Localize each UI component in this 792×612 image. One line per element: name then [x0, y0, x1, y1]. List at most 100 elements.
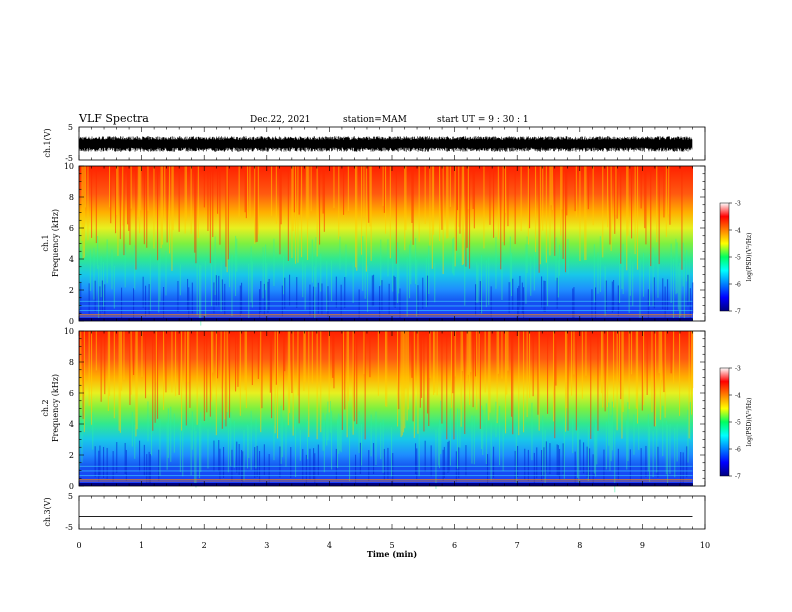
spectrogram-streak [99, 286, 101, 318]
spectrogram-streak [167, 408, 169, 458]
spectrogram-streak [255, 166, 257, 243]
spectrogram-streak [457, 166, 459, 211]
spectrogram-streak [502, 429, 504, 472]
spectrogram-streak [670, 331, 672, 374]
spectrogram-streak [368, 166, 370, 223]
spectrogram-streak [203, 166, 205, 208]
spectrogram-streak [311, 239, 313, 283]
spectrogram-streak [189, 331, 191, 408]
spectrogram-streak [159, 249, 161, 302]
spectrogram-streak [317, 282, 319, 314]
spectrogram-streak [247, 166, 249, 219]
spectrogram-streak [635, 331, 637, 409]
spectrogram-streak [284, 331, 286, 372]
x-tick-label: 1 [139, 541, 144, 550]
spectrogram-streak [94, 446, 96, 478]
spectrogram-streak [291, 331, 293, 394]
spectrogram-streak [454, 331, 456, 377]
spectrogram-streak [364, 258, 366, 299]
spectrogram-streak [527, 166, 529, 245]
spectrogram-streak [147, 401, 149, 442]
spectrogram-streak [224, 331, 226, 420]
spectrogram-streak [177, 280, 179, 312]
spectrogram-streak [411, 331, 413, 378]
spectrogram-streak [335, 448, 337, 480]
spectrogram-streak [688, 331, 690, 439]
spectrogram-streak [430, 445, 432, 477]
spectrogram-streak [493, 166, 495, 238]
spectrogram-streak [621, 252, 623, 289]
spectrogram-streak [265, 244, 267, 290]
spectrogram-streak [427, 275, 429, 307]
spectrogram-streak [329, 401, 331, 433]
spectrogram-streak [541, 450, 543, 482]
spectrogram-streak [91, 166, 93, 238]
spectrogram-streak [547, 331, 549, 414]
spectrogram-streak [620, 331, 622, 400]
spectrogram-streak [505, 166, 507, 214]
spectrogram-streak [479, 281, 481, 313]
spectrogram-streak [663, 331, 665, 393]
spectrogram-streak [627, 166, 629, 236]
spectrogram-streak [363, 331, 365, 375]
header-start-time: start UT = 9 : 30 : 1 [437, 115, 529, 125]
spectrogram-streak [209, 331, 211, 417]
spectrogram-streak [242, 451, 244, 483]
spectrogram-streak [441, 166, 443, 230]
spectrogram-streak [521, 282, 523, 314]
spectrogram-ch2-streaks [79, 331, 694, 493]
spectrogram-band-line [79, 475, 693, 477]
spectrogram-streak [163, 287, 165, 319]
spectrogram-streak [397, 242, 399, 303]
spectrogram-streak [656, 418, 658, 473]
y-tick-label: 4 [69, 420, 74, 429]
spectrogram-streak [674, 427, 676, 478]
spectrogram-streak [509, 236, 511, 282]
spectrogram-streak [653, 331, 655, 427]
spectrogram-streak [381, 280, 383, 312]
spectrogram-streak [323, 421, 325, 473]
spectrogram-streak [81, 166, 83, 241]
spectrogram-streak [260, 281, 262, 313]
spectrogram-streak [537, 331, 539, 415]
spectrogram-streak [227, 166, 229, 260]
spectrogram-streak [107, 331, 109, 411]
spectrogram-streak [605, 421, 607, 470]
spectrogram-streak [369, 166, 371, 227]
spectrogram-streak [106, 447, 108, 479]
spectrogram-streak [585, 166, 587, 260]
spectrogram-streak [200, 264, 202, 326]
spectrogram-streak [322, 412, 324, 451]
spectrogram-streak [355, 454, 357, 486]
spectrogram-streak [297, 331, 299, 396]
spectrogram-streak [392, 257, 394, 292]
spectrogram-streak [157, 166, 159, 261]
spectrogram-streak [185, 166, 187, 221]
spectrogram-streak [652, 431, 654, 478]
spectrogram-streak [320, 331, 322, 433]
spectrogram-streak [476, 262, 478, 303]
spectrogram-streak [196, 331, 198, 425]
spectrogram-streak [279, 166, 281, 255]
spectrogram-band-line [79, 300, 693, 302]
spectrogram-streak [460, 331, 462, 427]
x-tick-label: 3 [264, 541, 269, 550]
spectrogram-streak [497, 166, 499, 240]
colorbar-tick-label: -5 [735, 420, 741, 427]
spectrogram-streak [615, 166, 617, 215]
y-tick-label: 0 [69, 317, 74, 326]
ch1-ytick-bottom: -5 [65, 154, 73, 163]
spectrogram-streak [688, 256, 690, 302]
spectrogram-streak [267, 281, 269, 313]
spectrogram-streak [658, 331, 660, 374]
spectrogram-streak [370, 166, 372, 261]
spectrogram-streak [526, 331, 528, 418]
spectrogram-streak [416, 448, 418, 480]
spectrogram-ch1-yticks: 0 2 4 6 8 10 [64, 162, 705, 326]
spectrogram-streak [394, 276, 396, 308]
spectrogram-streak [507, 331, 509, 371]
spectrogram-streak [233, 420, 235, 468]
spectrogram-streak [435, 429, 437, 489]
colorbar-tick-label: -7 [735, 474, 741, 481]
spectrogram-streak [185, 331, 187, 426]
